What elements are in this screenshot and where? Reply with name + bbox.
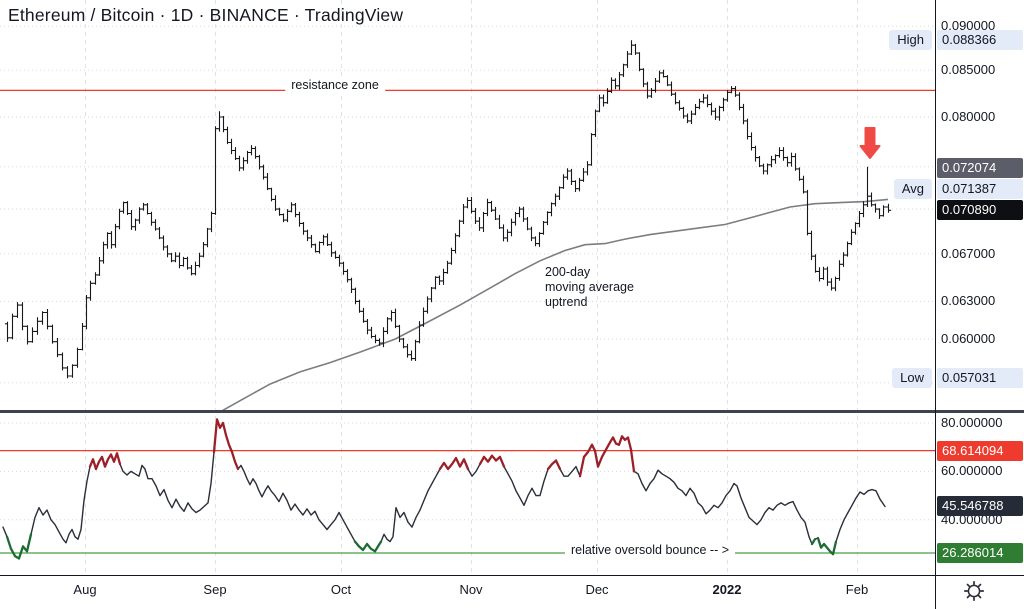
rsi-last-badge: 45.546788 xyxy=(937,496,1023,517)
month-label: Nov xyxy=(459,582,483,597)
settings-button[interactable] xyxy=(962,579,986,603)
price-tick-label: 0.090000 xyxy=(941,18,996,34)
ma-annotation: 200-day moving average uptrend xyxy=(545,265,634,310)
month-label: Feb xyxy=(845,582,869,597)
month-label: Dec xyxy=(585,582,609,597)
last-price-badge: 0.070890 xyxy=(937,200,1023,221)
oversold-badge: 26.286014 xyxy=(937,543,1023,563)
ma-line xyxy=(219,198,889,413)
ohlc-bars xyxy=(4,40,892,379)
ma-annotation-line1: 200-day xyxy=(545,265,591,279)
overbought-badge: 68.614094 xyxy=(937,440,1023,461)
ma-annotation-line3: uptrend xyxy=(545,295,588,309)
rsi-tick-label: 60.000000 xyxy=(941,463,1003,479)
oversold-note: relative oversold bounce -- > xyxy=(564,543,736,557)
price-tick-label: 0.080000 xyxy=(941,109,996,124)
month-label: Oct xyxy=(330,582,352,597)
rsi-line xyxy=(2,451,886,545)
month-label: 2022 xyxy=(712,582,742,597)
down-arrow-icon[interactable] xyxy=(859,127,881,159)
high-tag: High xyxy=(889,30,932,51)
high-value-badge: 0.088366 xyxy=(937,30,1023,51)
price-tick-label: 0.067000 xyxy=(941,245,996,261)
avg-value-badge: 0.071387 xyxy=(937,179,1023,200)
month-label: Sep xyxy=(203,582,227,597)
chart-title: Ethereum / Bitcoin · 1D · BINANCE · Trad… xyxy=(8,5,404,25)
rsi-overbought-segments xyxy=(88,418,636,478)
ma-annotation-line2: moving average xyxy=(545,280,634,294)
avg-tag: Avg xyxy=(893,179,932,200)
month-label: Aug xyxy=(73,582,97,597)
rsi-oversold-segments xyxy=(5,533,838,560)
upper-value-badge: 0.072074 xyxy=(937,158,1023,179)
price-tick-label: 0.085000 xyxy=(941,62,996,78)
price-tick-label: 0.063000 xyxy=(941,293,996,309)
price-tick-label: 0.060000 xyxy=(941,331,996,347)
rsi-tick-label: 80.000000 xyxy=(941,415,1003,430)
low-tag: Low xyxy=(892,368,932,389)
gear-icon xyxy=(963,580,985,602)
low-value-badge: 0.057031 xyxy=(937,368,1023,389)
resistance-zone-label: resistance zone xyxy=(285,78,385,92)
